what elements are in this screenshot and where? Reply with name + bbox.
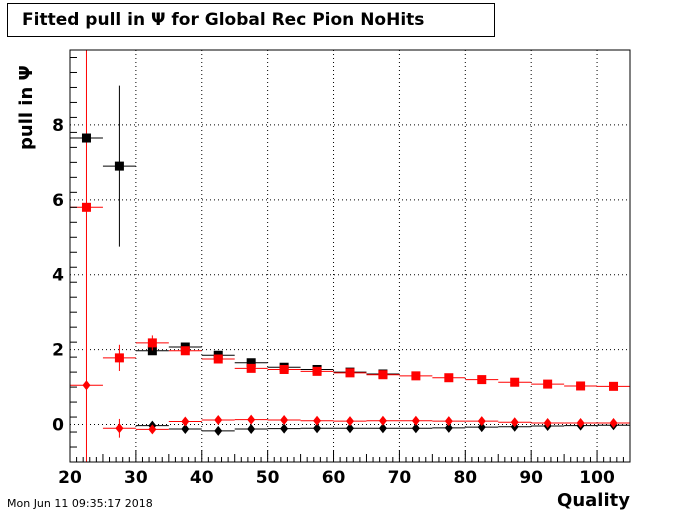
data-point xyxy=(280,415,289,426)
timestamp: Mon Jun 11 09:35:17 2018 xyxy=(7,497,153,510)
data-point xyxy=(279,364,289,374)
x-axis-label: Quality xyxy=(557,490,630,511)
data-point xyxy=(477,416,486,427)
axes: 20 30 40 50 60 70 80 90 100 0 2 4 6 8 xyxy=(52,49,631,488)
data-point xyxy=(81,202,91,212)
data-point xyxy=(411,415,420,426)
data-point xyxy=(411,371,421,381)
data-point xyxy=(246,358,256,368)
series-1 xyxy=(70,202,630,391)
data-point xyxy=(247,414,256,425)
data-point xyxy=(312,366,322,376)
data-point xyxy=(345,368,355,378)
x-tick-label: 70 xyxy=(388,468,412,488)
data-point xyxy=(246,363,256,373)
data-point xyxy=(313,423,322,434)
data-point xyxy=(609,418,618,429)
data-point xyxy=(214,415,223,426)
data-point xyxy=(214,425,223,436)
x-tick-label: 20 xyxy=(58,468,82,488)
data-point xyxy=(576,418,585,429)
x-tick-label: 50 xyxy=(256,468,280,488)
data-point xyxy=(147,346,157,356)
data-point xyxy=(477,375,487,385)
x-tick-label: 40 xyxy=(190,468,214,488)
data-point xyxy=(346,423,354,434)
data-point xyxy=(609,381,619,391)
data-point xyxy=(115,423,124,434)
data-point xyxy=(510,377,520,387)
data-point xyxy=(114,161,124,171)
grid xyxy=(70,50,630,462)
y-axis-label: pull in Ψ xyxy=(16,65,37,150)
data-point xyxy=(148,424,157,435)
data-point xyxy=(378,370,388,380)
data-point xyxy=(147,338,157,348)
data-point xyxy=(477,422,486,433)
data-point xyxy=(378,423,387,434)
data-point xyxy=(510,417,519,428)
y-tick-label: 2 xyxy=(52,341,64,361)
series-0 xyxy=(70,85,400,379)
data-point xyxy=(114,353,124,363)
data-point xyxy=(213,354,223,364)
data-point xyxy=(247,424,256,435)
data-point xyxy=(576,381,586,391)
data-point xyxy=(180,346,190,356)
x-tick-label: 60 xyxy=(322,468,346,488)
y-tick-label: 4 xyxy=(52,266,64,286)
y-tick-label: 6 xyxy=(52,191,64,211)
series-3 xyxy=(70,380,630,438)
data-point xyxy=(378,415,387,426)
data-point xyxy=(444,373,454,383)
data-point xyxy=(81,133,91,143)
data-point xyxy=(543,418,552,429)
data-point xyxy=(82,380,91,391)
data-point xyxy=(411,423,420,434)
data-point xyxy=(181,424,190,435)
data-point xyxy=(543,379,553,389)
data-point xyxy=(313,415,322,426)
data-point xyxy=(181,416,190,427)
chart-title: Fitted pull in Ψ for Global Rec Pion NoH… xyxy=(7,3,495,37)
x-tick-label: 90 xyxy=(519,468,543,488)
data-point xyxy=(444,416,453,427)
series-layer xyxy=(70,85,630,438)
x-tick-label: 80 xyxy=(453,468,477,488)
x-tick-label: 100 xyxy=(579,468,615,488)
data-point xyxy=(346,416,354,427)
y-tick-label: 0 xyxy=(52,416,64,436)
plot-frame xyxy=(69,49,631,463)
y-tick-label: 8 xyxy=(52,116,64,136)
x-tick-label: 30 xyxy=(124,468,148,488)
data-point xyxy=(280,423,289,434)
data-point xyxy=(444,422,453,433)
